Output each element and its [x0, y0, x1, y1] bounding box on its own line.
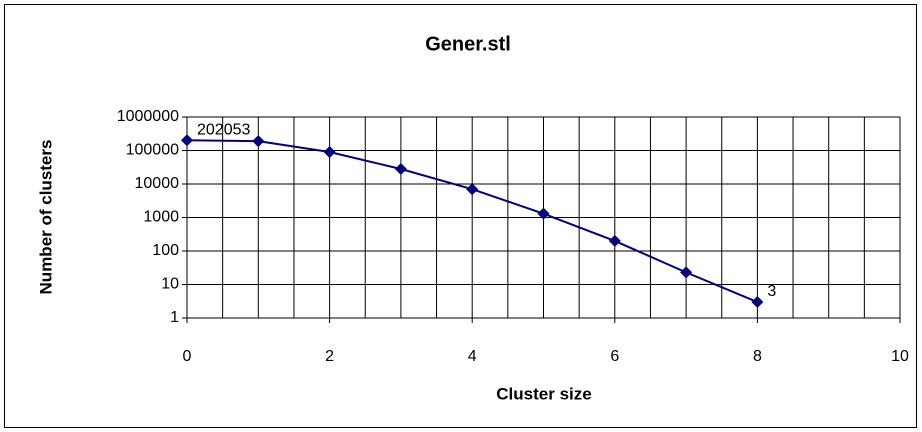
- y-tick-label: 100000: [126, 142, 179, 159]
- x-tick-label: 6: [610, 348, 619, 365]
- marker: [252, 135, 265, 148]
- x-tick-label: 2: [325, 348, 334, 365]
- marker: [466, 183, 479, 196]
- marker: [608, 234, 621, 247]
- x-axis-label: Cluster size: [496, 384, 591, 403]
- y-tick-label: 1: [170, 309, 179, 326]
- y-tick-label: 1000000: [117, 108, 179, 125]
- chart-frame: [4, 4, 917, 428]
- marker: [323, 146, 336, 159]
- marker: [751, 296, 764, 309]
- marker: [394, 163, 407, 176]
- marker: [537, 207, 550, 220]
- x-tick-label: 4: [468, 348, 477, 365]
- y-tick-label: 100: [152, 242, 179, 259]
- x-tick-label: 8: [753, 348, 762, 365]
- data-label: 3: [767, 283, 776, 300]
- marker: [181, 134, 193, 147]
- data-label: 202053: [197, 121, 250, 138]
- x-tick-label: 10: [891, 348, 909, 365]
- y-tick-label: 10000: [135, 175, 180, 192]
- x-tick-label: 0: [183, 348, 192, 365]
- chart-title: Gener.stl: [425, 33, 511, 55]
- y-tick-label: 1000: [143, 209, 179, 226]
- y-tick-label: 10: [161, 276, 179, 293]
- marker: [680, 266, 693, 279]
- y-axis-label: Number of clusters: [36, 140, 55, 295]
